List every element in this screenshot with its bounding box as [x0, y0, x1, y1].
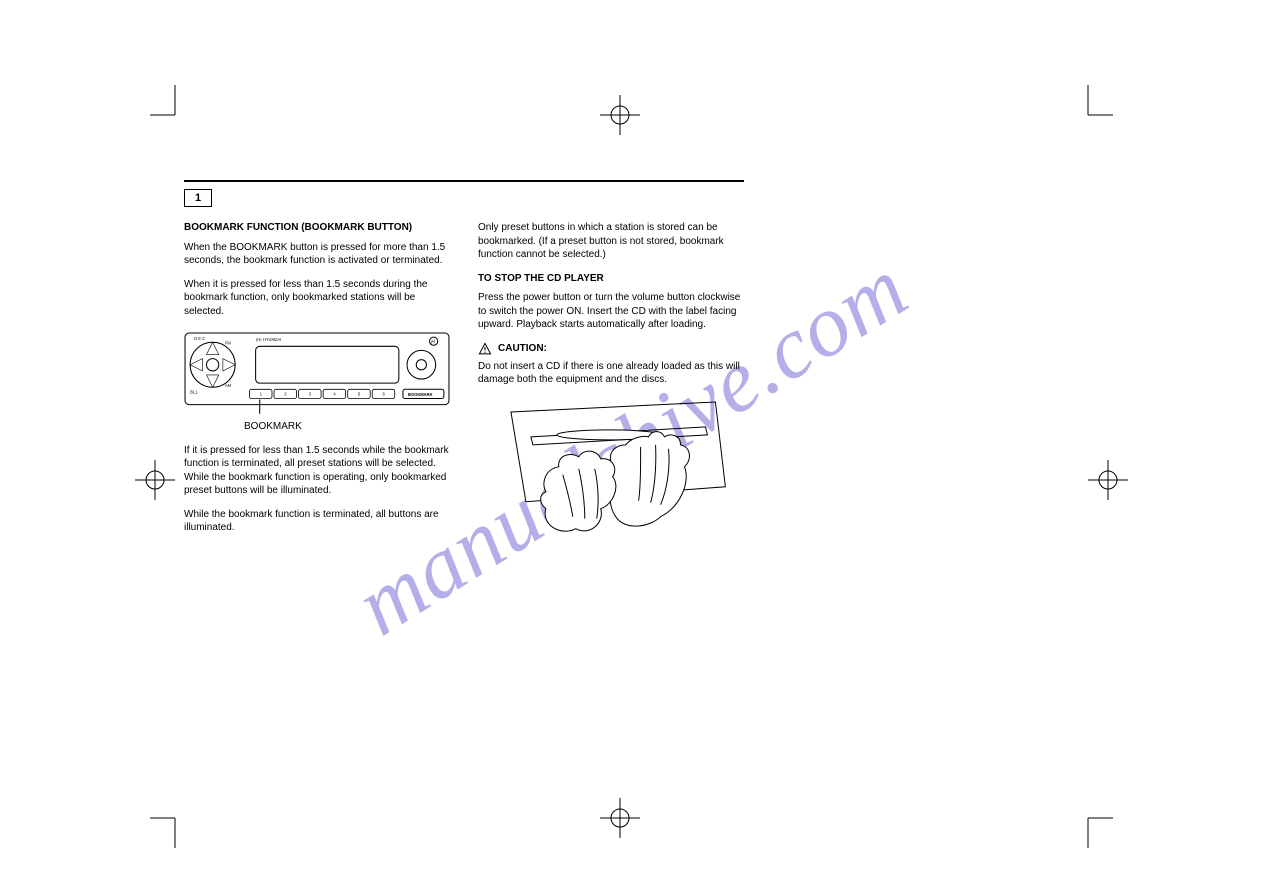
stop-cd-heading: TO STOP THE CD PLAYER: [478, 272, 744, 286]
svg-text:BOOKMARK: BOOKMARK: [408, 392, 433, 397]
svg-text:⟨H⟩ HYUNDAI: ⟨H⟩ HYUNDAI: [256, 337, 282, 342]
bookmark-callout: BOOKMARK: [244, 420, 450, 434]
preset-note: Only preset buttons in which a station i…: [478, 221, 744, 262]
bookmark-heading: BOOKMARK FUNCTION (BOOKMARK BUTTON): [184, 221, 450, 235]
manual-page: 1 BOOKMARK FUNCTION (BOOKMARK BUTTON) Wh…: [184, 180, 744, 760]
right-column: Only preset buttons in which a station i…: [478, 221, 744, 546]
svg-text:AM: AM: [225, 383, 232, 388]
svg-text:D E C: D E C: [194, 336, 205, 341]
svg-text:5: 5: [358, 391, 361, 396]
svg-text:2: 2: [284, 391, 287, 396]
svg-text:3: 3: [309, 391, 312, 396]
insert-cd-diagram: [491, 397, 730, 547]
svg-text:6: 6: [382, 391, 385, 396]
caution-icon: [478, 342, 492, 356]
bookmark-p2: When it is pressed for less than 1.5 sec…: [184, 278, 450, 319]
section-number-badge: 1: [184, 189, 212, 207]
svg-text:1: 1: [260, 391, 263, 396]
radio-diagram: D E C FM AM BL1 ⟨H⟩ HYUNDAI H: [184, 332, 450, 414]
caution-text: Do not insert a CD if there is one alrea…: [478, 360, 744, 387]
svg-text:BL1: BL1: [190, 389, 198, 394]
bookmark-p3: If it is pressed for less than 1.5 secon…: [184, 444, 450, 498]
svg-text:H: H: [431, 339, 435, 345]
svg-text:FM: FM: [225, 340, 231, 345]
bookmark-p4: While the bookmark function is terminate…: [184, 508, 450, 535]
left-column: BOOKMARK FUNCTION (BOOKMARK BUTTON) When…: [184, 221, 450, 546]
bookmark-p1: When the BOOKMARK button is pressed for …: [184, 241, 450, 268]
header-rule: [184, 180, 744, 182]
stop-cd-p1: Press the power button or turn the volum…: [478, 291, 744, 332]
svg-text:4: 4: [333, 391, 336, 396]
caution-label: CAUTION:: [498, 342, 547, 356]
